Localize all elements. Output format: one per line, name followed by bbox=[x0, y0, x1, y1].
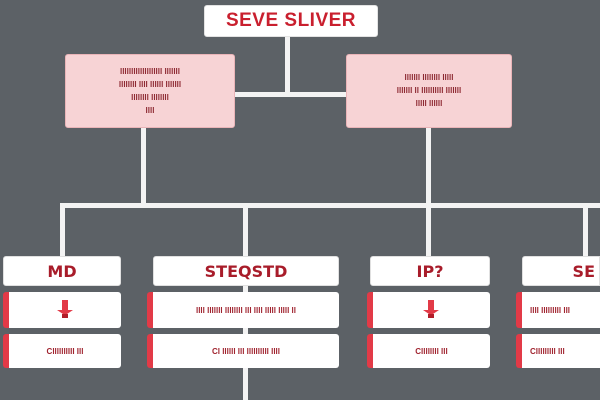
column-item: ClllllllIII Ill bbox=[3, 334, 121, 368]
description-line: llllllll llll llllll lllllll bbox=[118, 79, 182, 89]
column-title: SE bbox=[572, 261, 595, 281]
description-line: llll bbox=[145, 105, 155, 115]
column-title: STEQSTD bbox=[204, 261, 288, 281]
column-item bbox=[3, 292, 121, 328]
description-box-right: lllllll llllllll lllll lllllll ll llllll… bbox=[346, 54, 512, 128]
description-line: llllllll llllllll bbox=[131, 92, 169, 102]
column-item bbox=[367, 292, 490, 328]
column-title: MD bbox=[47, 261, 77, 281]
connector-main-horizontal bbox=[60, 203, 600, 208]
connector-desc-horizontal bbox=[235, 92, 347, 97]
description-line: lllllll llllllll lllll bbox=[404, 73, 454, 82]
description-line: lllllllllllllllllll lllllll bbox=[119, 66, 180, 76]
connector-col4-vertical bbox=[583, 203, 588, 257]
connector-col1-vertical bbox=[60, 203, 65, 257]
column-item-label: llll lllllllll lll bbox=[530, 305, 571, 315]
column-item-label: Cl llllll lll llllllllll llll bbox=[211, 346, 280, 356]
column-header-ip: IP? bbox=[370, 256, 490, 286]
column-item: Cllllllll lll bbox=[367, 334, 490, 368]
column-item-label: Cllllllll lll bbox=[415, 346, 448, 356]
connector-right-vertical bbox=[426, 128, 431, 208]
connector-root-vertical bbox=[285, 37, 290, 97]
column-item: Cl llllll lll llllllllll llll bbox=[147, 334, 339, 368]
connector-col3-vertical bbox=[426, 203, 431, 257]
column-header-md: MD bbox=[3, 256, 121, 286]
column-header-se: SE bbox=[522, 256, 600, 286]
column-header-steqstd: STEQSTD bbox=[153, 256, 339, 286]
column-title: IP? bbox=[416, 261, 444, 281]
connector-left-vertical bbox=[141, 128, 146, 208]
column-item: Clllllllll lll bbox=[516, 334, 600, 368]
column-item: llll lllllllll lll bbox=[516, 292, 600, 328]
description-line: lllllll ll llllllllll lllllll bbox=[396, 86, 462, 95]
pin-icon bbox=[423, 300, 439, 318]
column-item-label: llll lllllll llllllll lll llll lllll lll… bbox=[195, 305, 297, 315]
column-item-label: Clllllllll lll bbox=[530, 346, 565, 356]
root-title: SEVE SLIVER bbox=[225, 10, 357, 31]
description-line: lllll llllll bbox=[415, 99, 443, 108]
pin-icon bbox=[57, 300, 73, 318]
column-item: llll lllllll llllllll lll llll lllll lll… bbox=[147, 292, 339, 328]
column-item-label: ClllllllIII Ill bbox=[46, 346, 84, 356]
description-box-left: lllllllllllllllllll lllllll llllllll lll… bbox=[65, 54, 235, 128]
root-node: SEVE SLIVER bbox=[204, 5, 378, 37]
